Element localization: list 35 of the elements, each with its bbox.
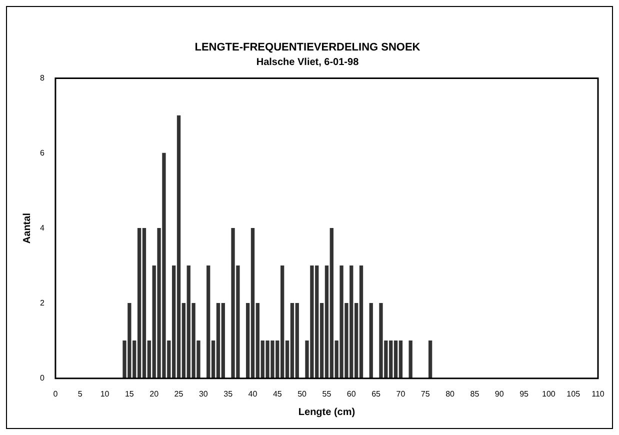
y-tick-label: 2 bbox=[40, 298, 45, 308]
chart-subtitle: Halsche Vliet, 6-01-98 bbox=[256, 56, 360, 68]
x-tick-label: 35 bbox=[224, 389, 234, 398]
x-tick-label: 10 bbox=[100, 389, 110, 398]
y-tick-label: 4 bbox=[40, 224, 45, 233]
x-tick-label: 60 bbox=[346, 389, 356, 398]
x-tick-label: 80 bbox=[446, 389, 456, 398]
y-tick-label: 8 bbox=[40, 73, 45, 82]
x-tick-label: 25 bbox=[174, 389, 184, 398]
x-tick-label: 110 bbox=[592, 389, 605, 398]
y-axis-title: Aantal bbox=[22, 212, 33, 244]
x-tick-label: 40 bbox=[248, 389, 258, 398]
x-tick-label: 30 bbox=[198, 389, 208, 398]
x-tick-label: 100 bbox=[542, 389, 556, 398]
bar bbox=[369, 303, 373, 378]
x-tick-label: 95 bbox=[520, 389, 530, 398]
x-tick-label: 50 bbox=[298, 389, 308, 398]
x-tick-label: 85 bbox=[470, 389, 480, 398]
x-tick-label: 75 bbox=[420, 389, 430, 398]
y-tick-label: 6 bbox=[40, 148, 45, 158]
x-axis-title: Lengte (cm) bbox=[298, 406, 356, 418]
x-tick-label: 0 bbox=[53, 389, 58, 398]
x-tick-label: 70 bbox=[396, 389, 406, 398]
x-tick-label: 90 bbox=[494, 389, 504, 398]
y-tick-label: 0 bbox=[40, 374, 45, 383]
x-tick-label: 5 bbox=[78, 389, 83, 398]
bar bbox=[408, 340, 412, 378]
x-tick-label: 45 bbox=[272, 389, 282, 398]
x-tick-label: 55 bbox=[322, 389, 332, 398]
x-tick-label: 15 bbox=[124, 389, 134, 398]
x-tick-label: 20 bbox=[150, 389, 160, 398]
chart-title: LENGTE-FREQUENTIEVERDELING SNOEK bbox=[194, 42, 420, 54]
x-tick-label: 65 bbox=[372, 389, 382, 398]
bar bbox=[428, 340, 432, 378]
x-tick-label: 105 bbox=[566, 389, 581, 398]
